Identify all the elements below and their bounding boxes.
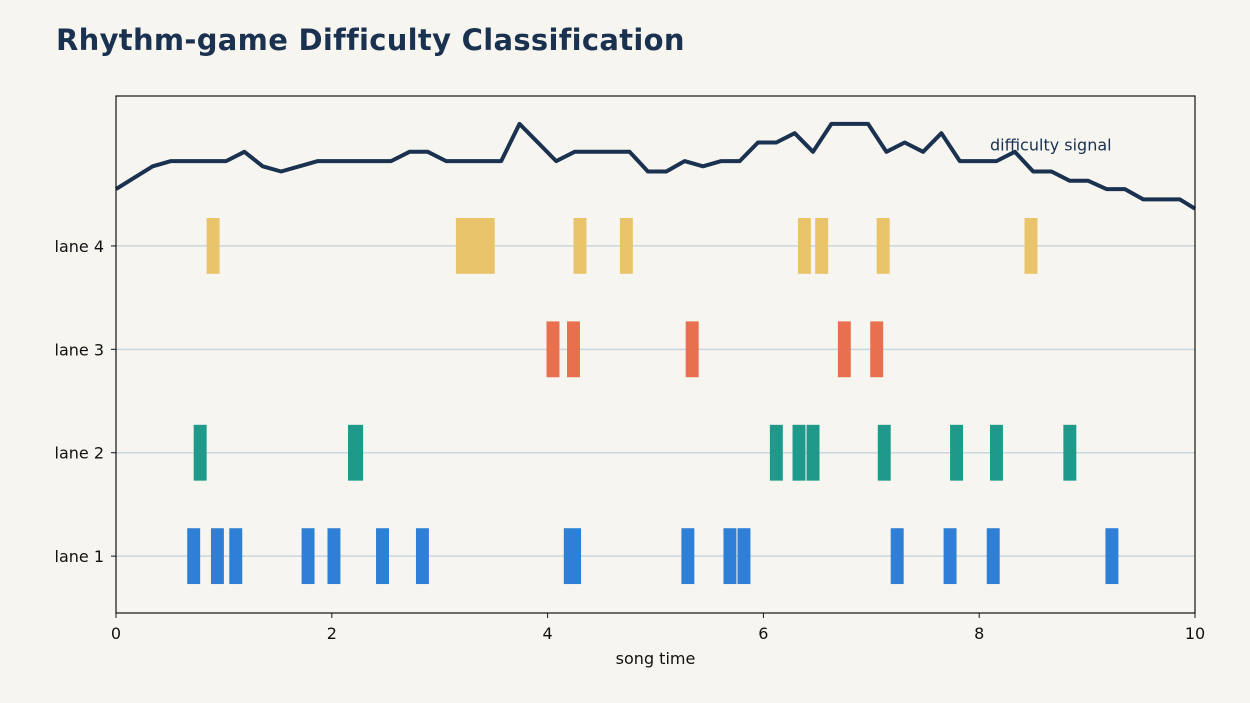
- note-bar: [950, 424, 964, 481]
- note-bar: [723, 528, 737, 585]
- chart-title: Rhythm-game Difficulty Classification: [56, 23, 685, 57]
- note-bar: [567, 321, 580, 378]
- note-bar: [1024, 218, 1038, 274]
- note-bar: [210, 528, 224, 585]
- note-bar: [415, 528, 429, 585]
- x-tick-label: 2: [327, 624, 337, 643]
- note-bar: [792, 424, 806, 481]
- note-bar: [1063, 424, 1077, 481]
- note-bar: [1105, 528, 1119, 585]
- difficulty-signal-line: [114, 121, 1197, 211]
- note-bar: [797, 218, 811, 274]
- note-bar: [986, 528, 1000, 585]
- note-bar: [685, 321, 699, 378]
- difficulty-signal: [114, 121, 1197, 211]
- note-bar: [890, 528, 904, 585]
- grid-lines: [116, 245, 1195, 557]
- plot-frame: [115, 95, 1196, 614]
- note-bar: [876, 218, 890, 274]
- x-tick-label: 0: [111, 624, 121, 643]
- note-bar: [206, 218, 220, 274]
- note-bar: [193, 424, 207, 481]
- x-axis-ticks: 0 2 4 6 8 10: [111, 613, 1205, 643]
- x-tick-label: 10: [1185, 624, 1205, 643]
- note-bar: [573, 218, 587, 274]
- y-tick-label: lane 1: [55, 547, 105, 566]
- note-bar: [327, 528, 341, 585]
- y-tick-label: lane 4: [55, 237, 105, 256]
- note-bar: [737, 528, 751, 585]
- note-bar: [455, 218, 495, 274]
- note-bar: [681, 528, 695, 585]
- x-tick-label: 6: [758, 624, 768, 643]
- y-axis-ticks: lane 1 lane 2 lane 3 lane 4: [55, 237, 116, 566]
- note-bar: [877, 424, 891, 481]
- x-tick-label: 4: [543, 624, 553, 643]
- note-bar: [837, 321, 851, 378]
- note-bar: [376, 528, 389, 585]
- note-bar: [815, 218, 829, 274]
- note-bar: [989, 424, 1003, 481]
- x-tick-label: 8: [974, 624, 984, 643]
- note-bar: [347, 424, 364, 481]
- note-bar: [619, 218, 633, 274]
- note-bar: [546, 321, 560, 378]
- note-bar: [187, 528, 201, 585]
- x-axis-label: song time: [616, 649, 696, 668]
- note-bar: [769, 424, 783, 481]
- difficulty-signal-label: difficulty signal: [990, 136, 1112, 155]
- note-marks: [187, 218, 1119, 585]
- note-bar: [301, 528, 315, 585]
- note-bar: [870, 321, 884, 378]
- note-bar: [563, 528, 582, 585]
- note-bar: [229, 528, 243, 585]
- note-bar: [943, 528, 957, 585]
- y-tick-label: lane 2: [55, 444, 105, 463]
- note-bar: [806, 424, 820, 481]
- y-tick-label: lane 3: [55, 340, 105, 359]
